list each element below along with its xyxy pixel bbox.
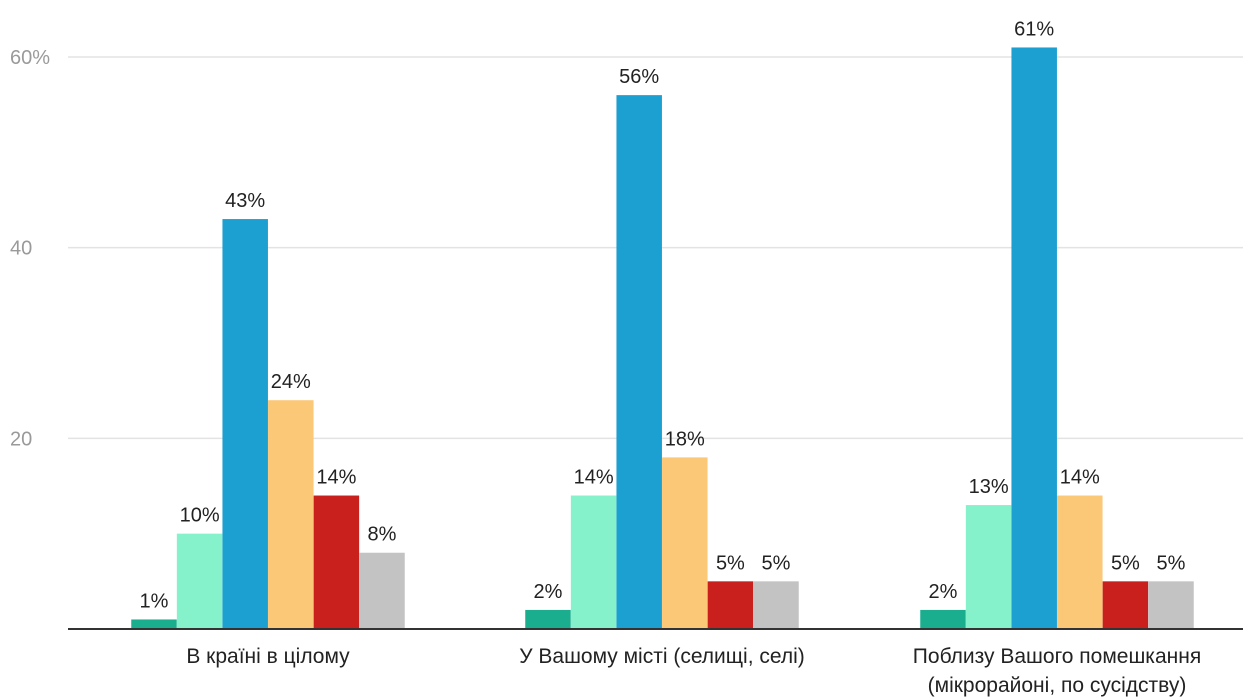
data-label: 10% [180,505,220,527]
data-label: 14% [1060,467,1100,489]
data-label: 8% [368,524,397,546]
bar [707,581,754,629]
bar [176,533,223,629]
x-tick-label: (мікрорайоні, по сусідству) [928,674,1187,697]
data-label: 56% [619,66,659,88]
bars [131,47,1194,630]
data-label: 5% [762,552,791,574]
data-label: 24% [271,371,311,393]
bar [965,505,1012,629]
bar [359,552,405,629]
data-label: 2% [929,581,958,603]
bar [1102,581,1149,629]
x-tick-label: Поблизу Вашого помешкання [913,645,1201,668]
data-label: 14% [574,467,614,489]
data-label: 5% [1111,552,1140,574]
data-label: 2% [534,581,563,603]
y-tick-label: 60% [10,47,50,69]
bar [616,95,662,630]
bar [1148,581,1194,629]
bar [313,495,360,629]
data-label: 5% [716,552,745,574]
y-tick-label: 20 [10,428,32,450]
x-axis: В країні в цілому У Вашому місті (селищі,… [68,628,1243,697]
bar [662,457,708,629]
bar [525,609,571,629]
x-tick-label: У Вашому місті (селищі, селі) [519,645,805,668]
bar [1057,495,1103,629]
bar [753,581,799,629]
data-label: 1% [140,590,169,612]
bar [570,495,617,629]
bar [131,619,177,629]
x-tick-label: В країні в цілому [186,645,350,668]
bar [268,400,314,629]
data-labels: 1% 2% 2% 10% 14% 13% 43% 56% 61% 24% 18% 14% 14% 5% 5%… [140,18,1186,612]
y-tick-label: 40 [10,238,32,260]
bar [222,219,268,630]
bar [1011,47,1057,629]
data-label: 18% [665,428,705,450]
data-label: 61% [1014,18,1054,40]
data-label: 14% [316,467,356,489]
bar [920,609,966,629]
data-label: 5% [1157,552,1186,574]
data-label: 43% [225,190,265,212]
data-label: 13% [969,476,1009,498]
